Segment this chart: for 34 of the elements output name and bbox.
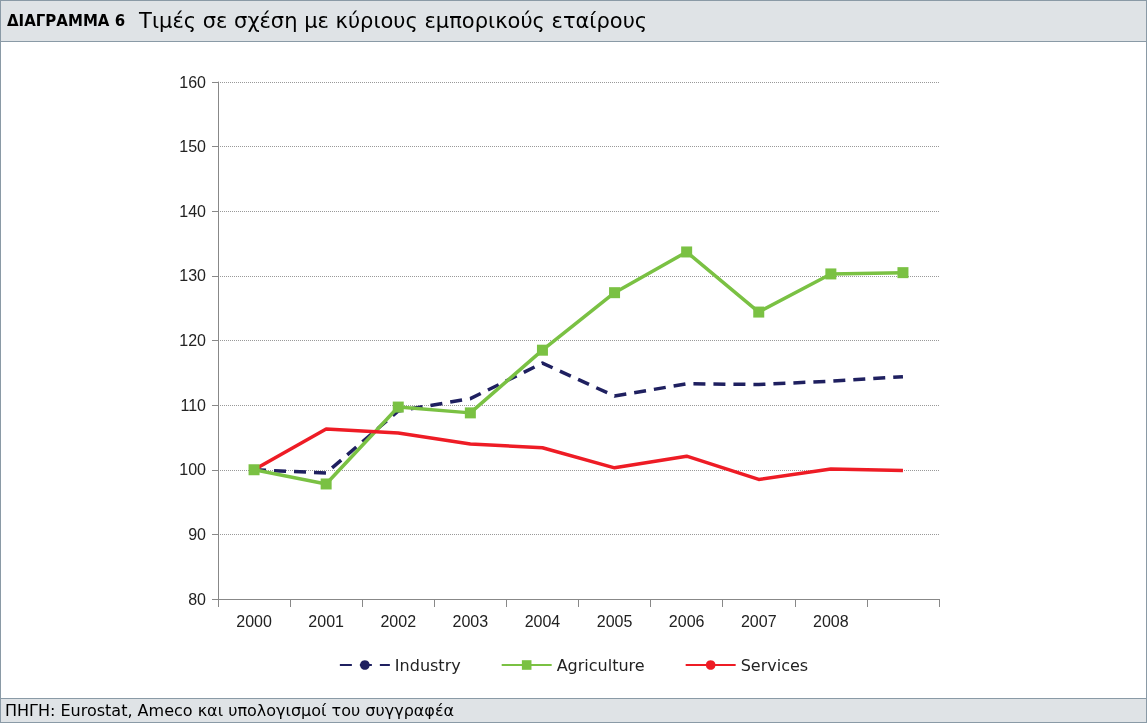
y-tick-label: 90 xyxy=(188,525,207,543)
point xyxy=(753,306,765,318)
legend-label: Services xyxy=(740,655,809,675)
y-tick-label: 160 xyxy=(179,73,207,91)
y-tick-label: 110 xyxy=(180,396,207,414)
text: ΔΙΑΓΡΑΜΜΑ 6 xyxy=(7,12,126,30)
point xyxy=(536,344,548,356)
y-tick-label: 140 xyxy=(179,202,207,220)
legend-label: Agriculture xyxy=(556,655,645,675)
x-tick-label: 2008 xyxy=(813,612,849,630)
x-tick-label: 2006 xyxy=(668,612,705,630)
point xyxy=(609,287,621,299)
point xyxy=(464,407,476,419)
x-tick-label: 2000 xyxy=(236,612,272,630)
chart-subtitle: Τιμές σε σχέση με κύριους εμπορικούς εταίρους xyxy=(139,9,648,33)
x-tick-label: 2003 xyxy=(452,612,489,630)
y-tick-label: 120 xyxy=(179,332,207,349)
y-tick-label: 100 xyxy=(179,461,207,479)
x-tick-label: 2007 xyxy=(740,612,777,630)
x-tick-label: 2005 xyxy=(596,612,633,630)
point xyxy=(825,268,837,280)
legend-label: Industry xyxy=(394,655,461,675)
point xyxy=(392,401,404,413)
y-tick-label: 130 xyxy=(179,267,207,285)
point xyxy=(320,478,332,490)
x-tick-label: 2002 xyxy=(380,612,417,630)
y-tick-label: 80 xyxy=(188,590,207,608)
point xyxy=(681,246,693,258)
point xyxy=(897,267,909,279)
y-tick-label: 150 xyxy=(179,138,207,156)
text: ΠΗΓΗ: Eurostat, Ameco και υπολογισμοί του συγγραφέα xyxy=(1,698,1146,722)
point xyxy=(248,464,260,476)
x-tick-label: 2001 xyxy=(308,612,345,630)
x-tick-label: 2004 xyxy=(524,612,561,630)
